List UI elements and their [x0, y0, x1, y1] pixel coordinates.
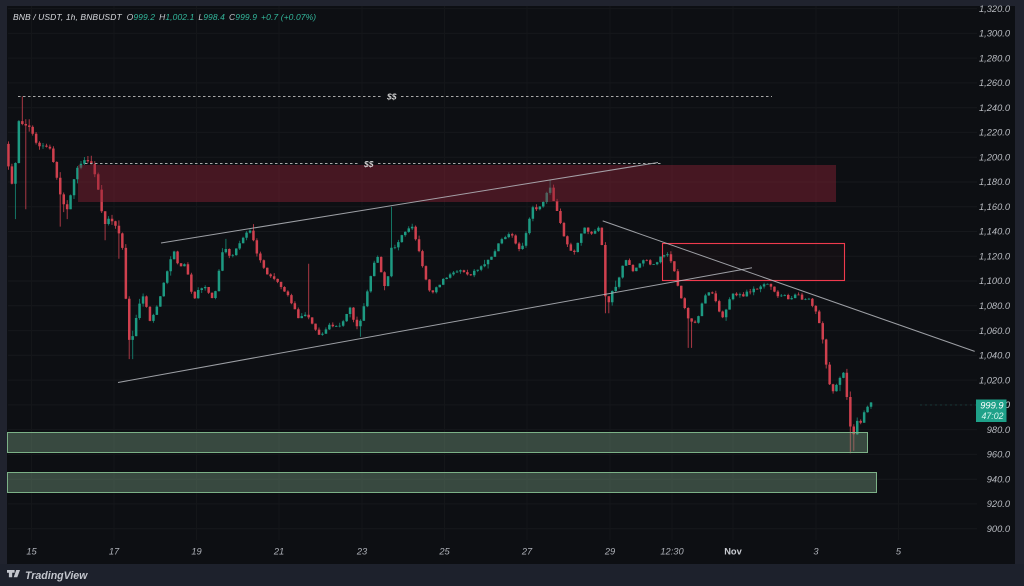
svg-text:Nov: Nov [724, 547, 742, 557]
svg-text:1,100.0: 1,100.0 [979, 276, 1011, 286]
svg-text:3: 3 [813, 547, 819, 557]
svg-text:23: 23 [356, 547, 368, 557]
svg-text:1,160.0: 1,160.0 [979, 202, 1011, 212]
svg-text:5: 5 [896, 547, 902, 557]
svg-text:27: 27 [521, 547, 533, 557]
svg-text:1,120.0: 1,120.0 [979, 252, 1011, 262]
svg-text:1,020.0: 1,020.0 [979, 375, 1011, 385]
svg-text:1,220.0: 1,220.0 [979, 128, 1011, 138]
svg-text:25: 25 [438, 547, 450, 557]
svg-text:TradingView: TradingView [25, 570, 88, 582]
svg-text:$$: $$ [363, 159, 374, 169]
svg-text:980.0: 980.0 [987, 425, 1011, 435]
svg-text:1,040.0: 1,040.0 [979, 351, 1011, 361]
svg-text:15: 15 [26, 547, 37, 557]
svg-text:19: 19 [191, 547, 201, 557]
svg-text:1,200.0: 1,200.0 [979, 152, 1011, 162]
svg-text:900.0: 900.0 [987, 524, 1011, 534]
svg-text:$$: $$ [386, 92, 397, 102]
svg-text:920.0: 920.0 [987, 499, 1011, 509]
svg-text:1,300.0: 1,300.0 [979, 29, 1011, 39]
svg-text:1,240.0: 1,240.0 [979, 103, 1011, 113]
svg-text:940.0: 940.0 [987, 474, 1011, 484]
svg-text:1,320.0: 1,320.0 [979, 4, 1011, 14]
svg-text:960.0: 960.0 [987, 450, 1011, 460]
svg-text:17: 17 [109, 547, 120, 557]
svg-text:12:30: 12:30 [660, 547, 684, 557]
svg-text:21: 21 [273, 547, 284, 557]
svg-text:1,060.0: 1,060.0 [979, 326, 1011, 336]
svg-text:1,280.0: 1,280.0 [979, 53, 1011, 63]
svg-text:29: 29 [604, 547, 615, 557]
svg-text:1,080.0: 1,080.0 [979, 301, 1011, 311]
svg-text:1,260.0: 1,260.0 [979, 78, 1011, 88]
svg-text:1,180.0: 1,180.0 [979, 177, 1011, 187]
svg-text:1,140.0: 1,140.0 [979, 227, 1011, 237]
svg-text:999.9: 999.9 [980, 401, 1003, 411]
svg-text:47:02: 47:02 [981, 411, 1003, 421]
